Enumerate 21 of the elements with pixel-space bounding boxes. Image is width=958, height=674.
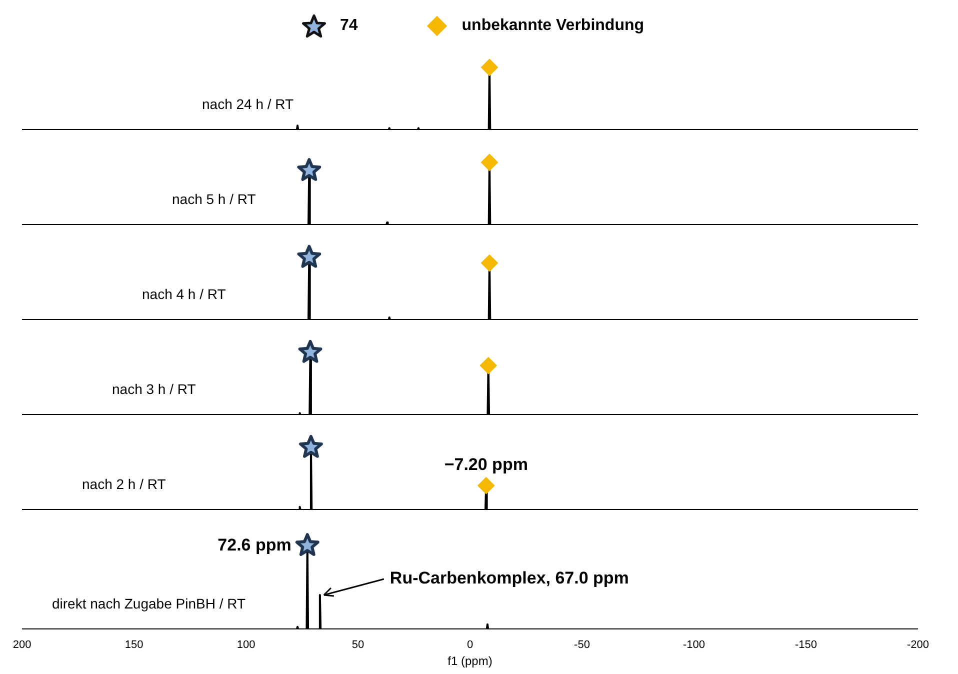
text: nach 4 h / RT: [142, 286, 226, 302]
annotation: Ru-Carbenkomplex, 67.0 ppm: [390, 568, 629, 588]
x-tick-label: -150: [794, 639, 818, 652]
x-tick-label: 0: [466, 639, 474, 652]
text: nach 2 h / RT: [82, 476, 166, 492]
x-tick-label: -200: [906, 639, 930, 652]
x-tick-label: -100: [682, 639, 706, 652]
x-tick-label: 150: [124, 639, 144, 652]
x-tick-label: -50: [574, 639, 590, 652]
annotation: −7.20 ppm: [444, 454, 528, 474]
x-tick-label: 200: [12, 639, 32, 652]
x-tick-label: 100: [236, 639, 256, 652]
x-axis-title: f1 (ppm): [448, 654, 492, 668]
text: 74: [340, 17, 358, 35]
text: nach 5 h / RT: [172, 190, 256, 207]
annotation: 72.6 ppm: [218, 535, 292, 554]
text: direkt nach Zugabe PinBH / RT: [52, 595, 246, 612]
text: nach 3 h / RT: [112, 380, 196, 397]
text: unbekannte Verbindung: [462, 17, 644, 35]
x-tick-label: 50: [352, 639, 364, 652]
text: nach 24 h / RT: [202, 96, 294, 112]
